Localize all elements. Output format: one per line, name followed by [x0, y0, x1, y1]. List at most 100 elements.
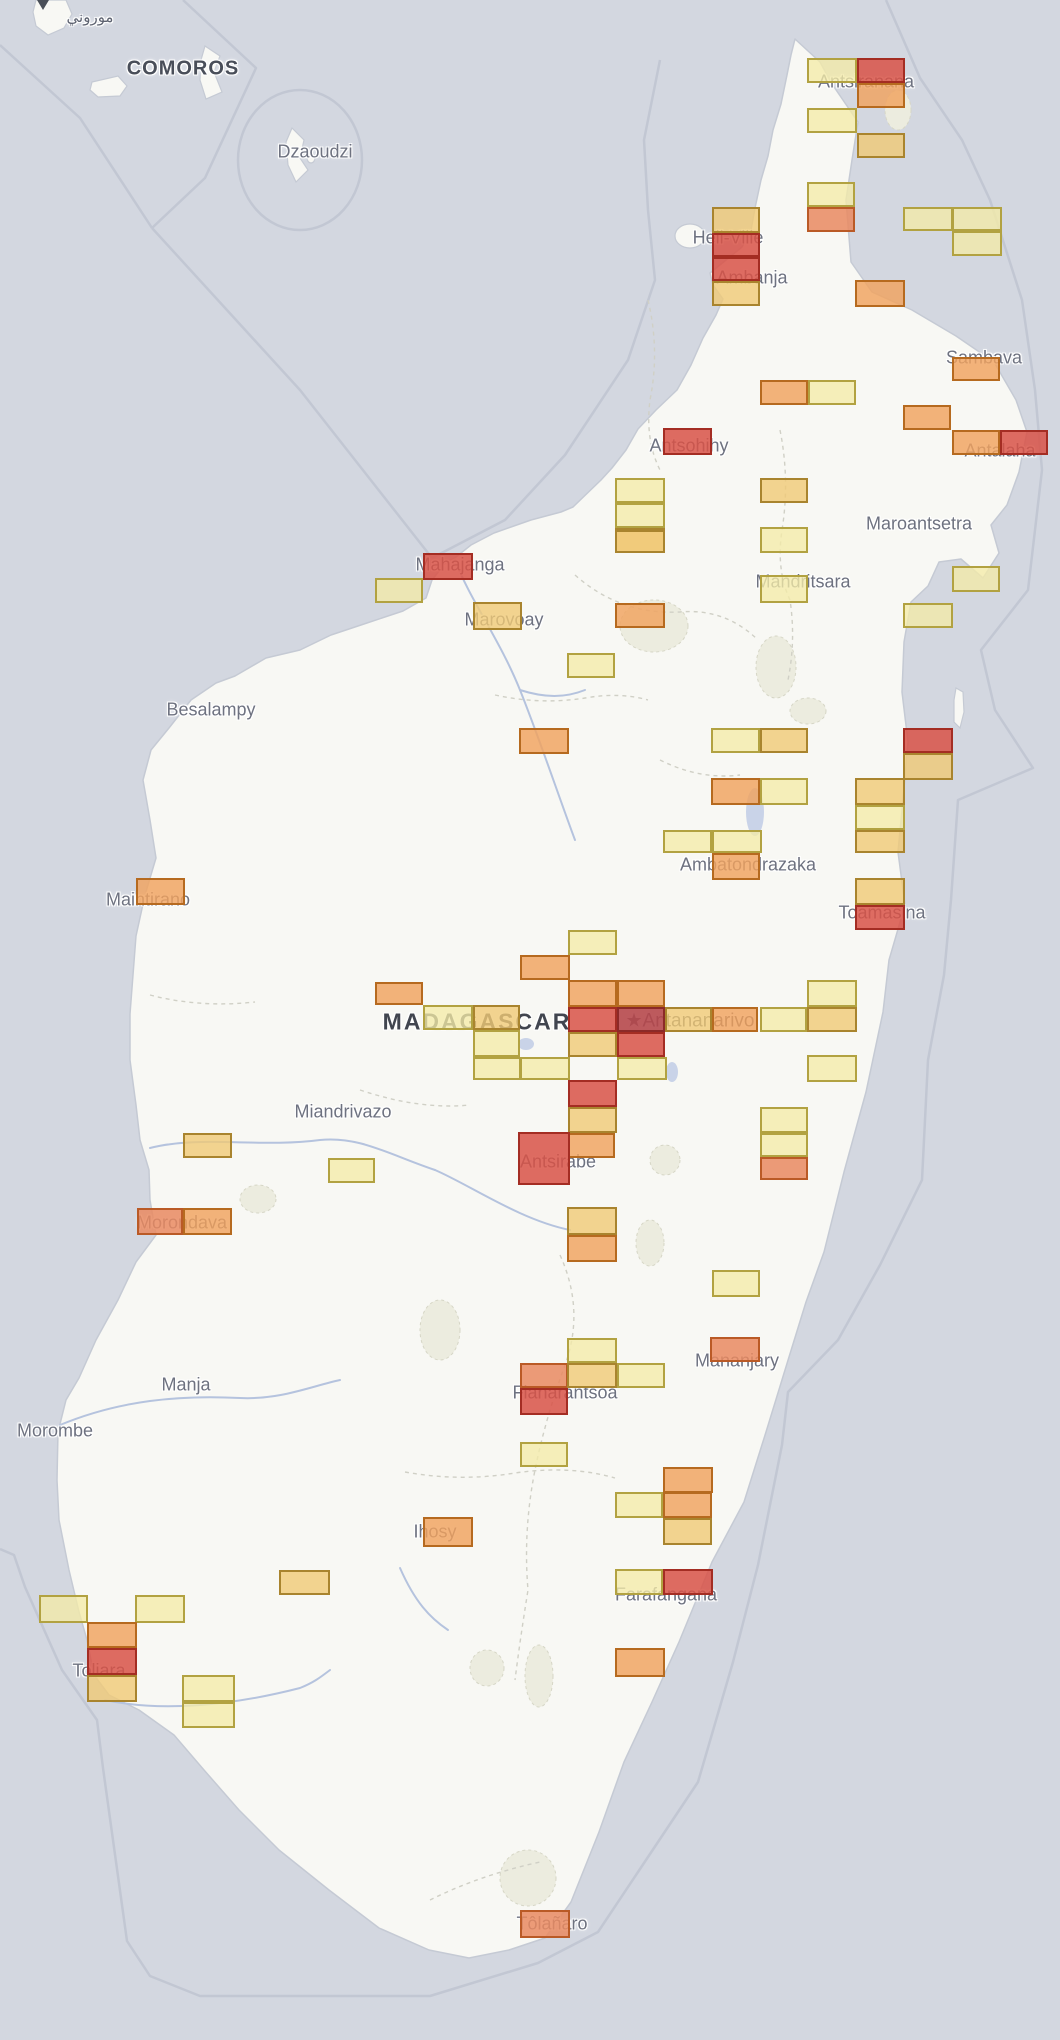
grid-cell-very-high[interactable]: [807, 207, 855, 232]
grid-cell-low[interactable]: [520, 1442, 568, 1467]
grid-cell-low[interactable]: [663, 830, 712, 853]
grid-cell-severe[interactable]: [903, 728, 953, 753]
grid-cell-moderate[interactable]: [473, 602, 522, 630]
grid-cell-moderate[interactable]: [712, 207, 760, 233]
grid-cell-severe[interactable]: [518, 1132, 570, 1185]
grid-cell-moderate[interactable]: [807, 1007, 857, 1032]
grid-cell-high[interactable]: [663, 1492, 712, 1518]
grid-cell-severe[interactable]: [663, 1569, 713, 1595]
grid-cell-low[interactable]: [568, 930, 617, 955]
grid-cell-severe[interactable]: [87, 1648, 137, 1675]
grid-cell-high[interactable]: [568, 1133, 615, 1158]
grid-cell-low[interactable]: [760, 575, 808, 603]
grid-cell-moderate[interactable]: [663, 1518, 712, 1545]
grid-cell-severe[interactable]: [855, 905, 905, 930]
grid-cell-high[interactable]: [952, 357, 1000, 381]
grid-cell-high[interactable]: [520, 955, 570, 980]
grid-cell-high[interactable]: [375, 982, 423, 1005]
grid-cell-high[interactable]: [136, 878, 185, 905]
grid-cell-low[interactable]: [807, 1055, 857, 1082]
grid-cell-high[interactable]: [712, 1007, 758, 1032]
grid-cell-severe[interactable]: [568, 1080, 617, 1107]
grid-cell-low[interactable]: [39, 1595, 88, 1623]
grid-cell-low[interactable]: [808, 380, 856, 405]
grid-cell-high[interactable]: [183, 1208, 232, 1235]
grid-cell-low[interactable]: [903, 207, 953, 231]
grid-cell-low[interactable]: [473, 1030, 520, 1057]
grid-cell-very-high[interactable]: [760, 1157, 808, 1180]
grid-cell-moderate[interactable]: [279, 1570, 330, 1595]
grid-cell-high[interactable]: [712, 853, 760, 880]
grid-cell-severe[interactable]: [1000, 430, 1048, 455]
grid-cell-high[interactable]: [903, 405, 951, 430]
grid-cell-moderate[interactable]: [855, 778, 905, 805]
grid-cell-moderate[interactable]: [712, 281, 760, 306]
grid-cell-very-high[interactable]: [520, 1910, 570, 1938]
grid-cell-moderate[interactable]: [183, 1133, 232, 1158]
grid-cell-very-high[interactable]: [520, 1363, 568, 1388]
grid-cell-high[interactable]: [567, 1235, 617, 1262]
grid-cell-low[interactable]: [423, 1005, 473, 1030]
grid-cell-moderate[interactable]: [568, 1032, 617, 1057]
grid-cell-high[interactable]: [568, 980, 617, 1007]
grid-cell-low[interactable]: [807, 108, 857, 133]
grid-cell-low[interactable]: [952, 207, 1002, 231]
grid-cell-moderate[interactable]: [473, 1005, 520, 1030]
grid-cell-low[interactable]: [182, 1675, 235, 1702]
grid-cell-low[interactable]: [711, 728, 760, 753]
grid-cell-moderate[interactable]: [760, 478, 808, 503]
grid-cell-low[interactable]: [760, 527, 808, 553]
grid-cell-moderate[interactable]: [568, 1107, 617, 1133]
grid-cell-high[interactable]: [857, 83, 905, 108]
grid-cell-low[interactable]: [807, 980, 857, 1007]
grid-cell-severe[interactable]: [423, 553, 473, 580]
grid-cell-low[interactable]: [760, 1007, 807, 1032]
grid-cell-low[interactable]: [807, 58, 857, 83]
grid-cell-moderate[interactable]: [855, 878, 905, 905]
grid-cell-high[interactable]: [615, 1648, 665, 1677]
grid-cell-moderate[interactable]: [855, 830, 905, 853]
grid-cell-high[interactable]: [663, 1467, 713, 1493]
grid-cell-low[interactable]: [567, 1338, 617, 1363]
grid-cell-low[interactable]: [615, 478, 665, 503]
grid-cell-extreme[interactable]: [617, 1007, 665, 1032]
grid-cell-low[interactable]: [712, 830, 762, 853]
grid-cell-very-high[interactable]: [710, 1337, 760, 1362]
grid-cell-moderate[interactable]: [615, 530, 665, 553]
grid-cell-low[interactable]: [952, 231, 1002, 256]
grid-cell-severe[interactable]: [712, 233, 760, 257]
grid-cell-moderate[interactable]: [760, 728, 808, 753]
grid-cell-low[interactable]: [615, 1569, 663, 1595]
grid-cell-moderate[interactable]: [87, 1675, 137, 1702]
grid-cell-severe[interactable]: [617, 1032, 665, 1057]
grid-cell-low[interactable]: [617, 1363, 665, 1388]
grid-cell-low[interactable]: [615, 1492, 663, 1518]
grid-cell-high[interactable]: [615, 603, 665, 628]
grid-cell-very-high[interactable]: [137, 1208, 183, 1235]
grid-cell-high[interactable]: [760, 380, 808, 405]
grid-cell-low[interactable]: [520, 1057, 570, 1080]
grid-cell-high[interactable]: [617, 980, 665, 1007]
grid-cell-severe[interactable]: [568, 1007, 617, 1032]
grid-cell-high[interactable]: [855, 280, 905, 307]
grid-cell-low[interactable]: [903, 603, 953, 628]
grid-cell-low[interactable]: [328, 1158, 375, 1183]
grid-cell-severe[interactable]: [857, 58, 905, 83]
grid-cell-high[interactable]: [87, 1622, 137, 1648]
grid-cell-low[interactable]: [855, 805, 905, 830]
grid-cell-low[interactable]: [135, 1595, 185, 1623]
grid-cell-low[interactable]: [617, 1057, 667, 1080]
grid-cell-low[interactable]: [760, 1107, 808, 1133]
grid-cell-severe[interactable]: [712, 257, 760, 281]
grid-cell-moderate[interactable]: [665, 1007, 712, 1032]
grid-cell-high[interactable]: [423, 1517, 473, 1547]
grid-cell-moderate[interactable]: [903, 753, 953, 780]
grid-cell-high[interactable]: [519, 728, 569, 754]
grid-cell-low[interactable]: [615, 503, 665, 528]
grid-cell-high[interactable]: [952, 430, 1000, 455]
grid-cell-severe[interactable]: [663, 428, 712, 455]
grid-cell-moderate[interactable]: [567, 1363, 617, 1388]
grid-cell-low[interactable]: [807, 182, 855, 207]
grid-cell-high[interactable]: [711, 778, 760, 805]
